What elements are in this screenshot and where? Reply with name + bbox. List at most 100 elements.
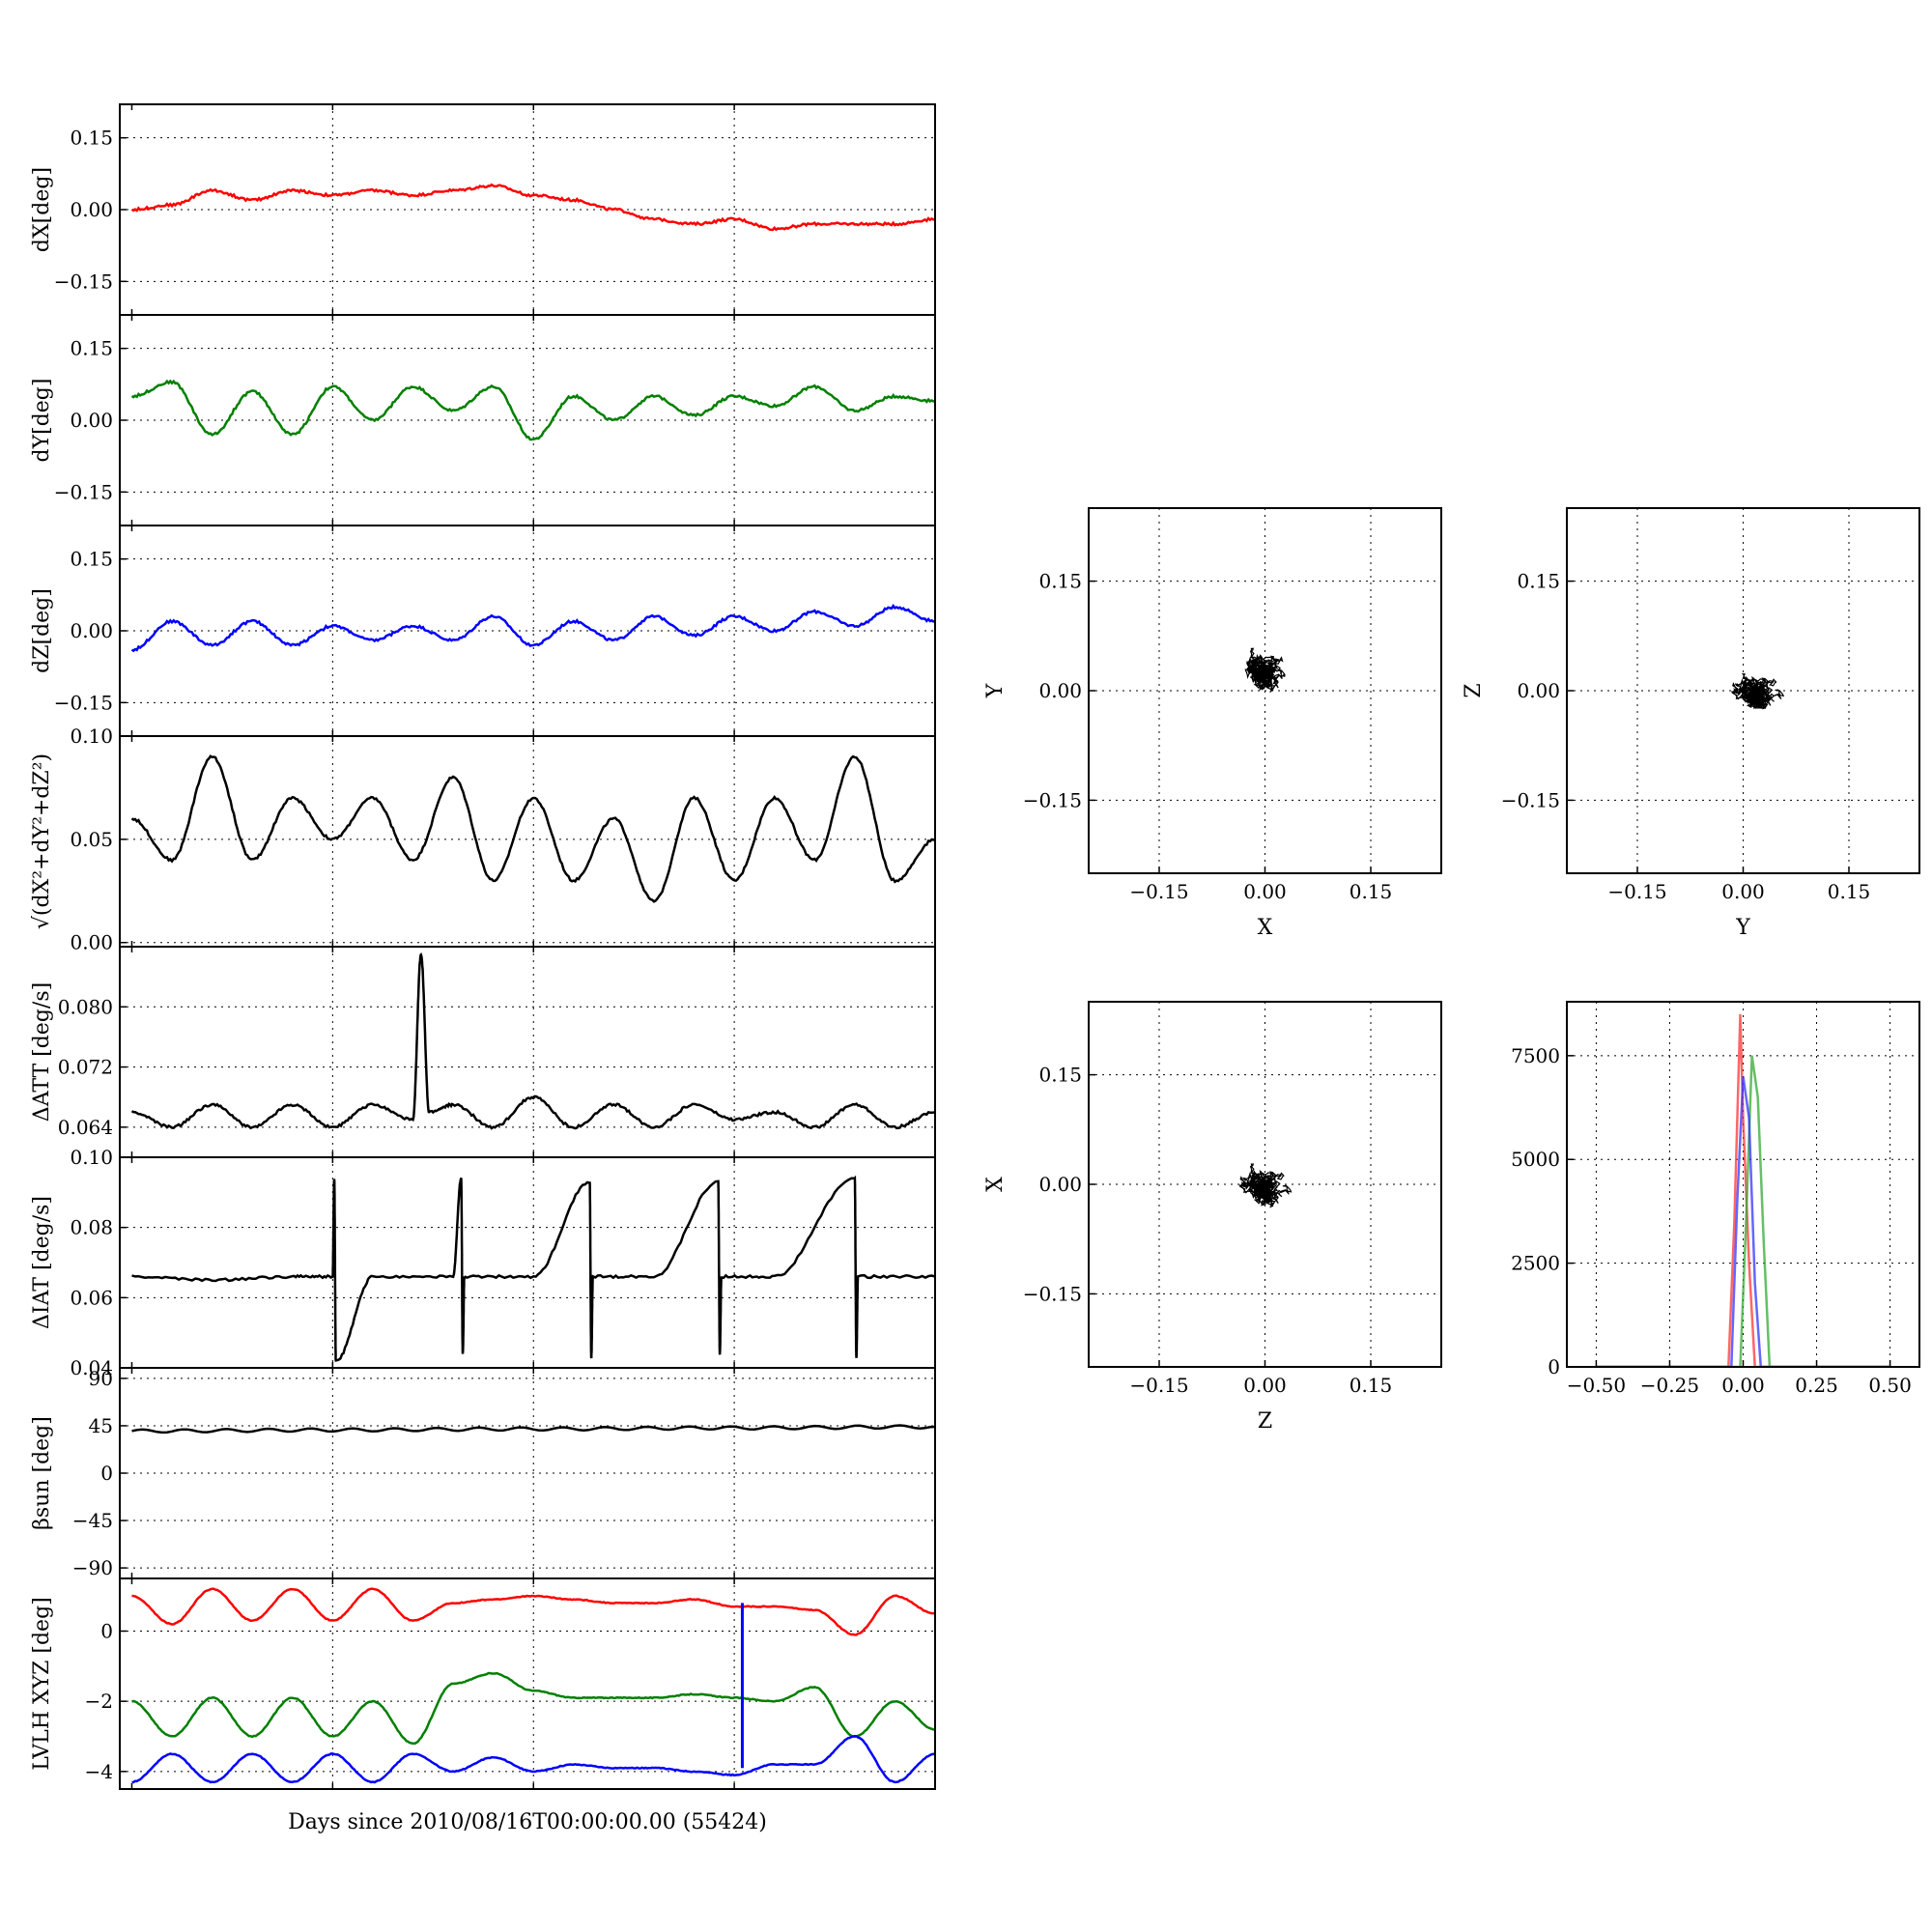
series-line-0 <box>131 1175 935 1362</box>
panels-layer: 0.150.00−0.15dX[deg]0.150.00−0.15dY[deg]… <box>30 103 1920 1790</box>
y-axis-label: LVLH XYZ [deg] <box>30 1597 54 1771</box>
y-tick-label: 0.064 <box>58 1116 113 1139</box>
panel-scatter_yz: 0.15 0.00 −0.15 −0.15 0.00 0.15 Z Y <box>1462 507 1920 940</box>
series-line-0 <box>130 754 935 903</box>
y-tick-label: −2 <box>85 1690 113 1713</box>
y-tick-label: 7500 <box>1511 1044 1560 1067</box>
y-tick-label: 0.00 <box>1517 679 1560 702</box>
series-line-0 <box>130 604 935 653</box>
y-axis-label: Z <box>1462 683 1486 697</box>
y-axis-label: dX[deg] <box>30 167 54 252</box>
y-tick-label: −0.15 <box>54 691 113 714</box>
series-line-0 <box>130 183 935 232</box>
series-line-0 <box>130 952 935 1130</box>
y-tick-label: 0.00 <box>1038 679 1082 702</box>
y-tick-label: 0.15 <box>70 127 113 150</box>
panel-scatter_zx: 0.15 0.00 −0.15 −0.15 0.00 0.15 X Z <box>983 1001 1442 1434</box>
y-tick-label: 0.00 <box>70 931 113 954</box>
x-axis-label: Y <box>1735 916 1750 940</box>
series-line-2 <box>1596 1076 1890 1367</box>
x-tick-label: −0.15 <box>1129 1374 1188 1397</box>
x-axis-label: Z <box>1258 1409 1272 1434</box>
y-tick-label: 0.15 <box>1038 1064 1082 1087</box>
y-axis-label: dY[deg] <box>30 379 54 463</box>
series-line-0 <box>1596 1013 1890 1367</box>
y-tick-label: 0.08 <box>70 1216 113 1239</box>
y-tick-label: 0.15 <box>70 337 113 360</box>
y-tick-label: 0.072 <box>58 1056 113 1079</box>
y-tick-label: −4 <box>85 1760 113 1783</box>
panel-dR: 0.10 0.05 0.00 √(dX²+dY²+dZ²) <box>30 724 936 954</box>
y-tick-label: 0.06 <box>70 1286 113 1309</box>
y-axis-label: Y <box>983 683 1008 698</box>
y-tick-label: 0.10 <box>70 724 113 748</box>
series-line-2 <box>131 1734 935 1784</box>
panel-histogram: 7500 5000 2500 0 −0.50 −0.25 0.00 0.25 0.50 <box>1511 1001 1920 1397</box>
y-tick-label: 45 <box>89 1414 113 1437</box>
series-line-0 <box>130 379 935 441</box>
series-line-1 <box>1596 1055 1890 1367</box>
panel-lvlh: 0 −2 −4 LVLH XYZ [deg] <box>30 1577 936 1790</box>
y-tick-label: 0.15 <box>70 548 113 571</box>
x-axis-label: Days since 2010/08/16T00:00:00.00 (55424… <box>288 1810 767 1834</box>
series-line-1 <box>131 1671 935 1746</box>
y-tick-label: 0 <box>100 1462 113 1485</box>
y-tick-label: −45 <box>72 1509 113 1532</box>
series-line-0 <box>131 1587 935 1636</box>
panel-frame <box>119 1577 936 1790</box>
y-axis-label: dZ[deg] <box>30 588 54 673</box>
panel-beta_sun: 90 45 0 −45 −90 βsun [deg] <box>30 1367 936 1579</box>
x-tick-label: 0.15 <box>1828 880 1871 903</box>
y-axis-label: ΔATT [deg/s] <box>30 982 54 1122</box>
x-tick-label: 0.25 <box>1795 1374 1838 1397</box>
y-tick-label: 0 <box>1548 1355 1560 1378</box>
x-tick-label: −0.50 <box>1567 1374 1626 1397</box>
y-tick-label: 0.00 <box>70 409 113 432</box>
y-axis-label: X <box>983 1177 1008 1192</box>
x-tick-label: −0.25 <box>1640 1374 1699 1397</box>
x-tick-label: −0.15 <box>1607 880 1666 903</box>
y-tick-label: 0.15 <box>1038 570 1082 593</box>
x-tick-label: 0.15 <box>1350 1374 1393 1397</box>
x-tick-label: −0.15 <box>1129 880 1188 903</box>
y-tick-label: 0.080 <box>58 995 113 1018</box>
series-line-0 <box>131 1424 935 1435</box>
x-tick-label: 0.15 <box>1350 880 1393 903</box>
y-tick-label: −0.15 <box>1023 788 1082 811</box>
x-axis-label: X <box>1258 916 1273 940</box>
scatter-trace <box>1244 647 1286 693</box>
y-tick-label: −0.15 <box>54 270 113 293</box>
y-tick-label: −0.15 <box>1023 1282 1082 1305</box>
y-tick-label: 5000 <box>1511 1148 1560 1171</box>
y-tick-label: −90 <box>72 1556 113 1579</box>
scatter-trace <box>1238 1163 1293 1208</box>
x-tick-label: 0.00 <box>1721 880 1765 903</box>
y-tick-label: −0.15 <box>1501 788 1560 811</box>
x-tick-label: 0.00 <box>1721 1374 1765 1397</box>
y-tick-label: 0.04 <box>70 1356 113 1379</box>
y-tick-label: 0.05 <box>70 828 113 851</box>
panel-scatter_xy: 0.15 0.00 −0.15 −0.15 0.00 0.15 Y X <box>983 507 1442 940</box>
y-tick-label: 0.10 <box>70 1146 113 1169</box>
y-tick-label: 0.00 <box>1038 1173 1082 1196</box>
panel-dIAT: 0.10 0.08 0.06 0.04 ΔIAT [deg/s] <box>30 1146 936 1379</box>
x-tick-label: 0.00 <box>1243 1374 1287 1397</box>
y-tick-label: 0.15 <box>1517 570 1560 593</box>
scatter-trace <box>1731 672 1785 710</box>
panel-frame <box>119 1156 936 1369</box>
x-tick-label: 0.50 <box>1868 1374 1912 1397</box>
y-tick-label: 0.00 <box>70 198 113 221</box>
x-tick-label: 0.00 <box>1243 880 1287 903</box>
y-axis-label: √(dX²+dY²+dZ²) <box>30 753 54 929</box>
y-axis-label: βsun [deg] <box>30 1416 54 1530</box>
y-tick-label: −0.15 <box>54 480 113 503</box>
y-tick-label: 0 <box>100 1620 113 1643</box>
y-tick-label: 0.00 <box>70 619 113 642</box>
y-tick-label: 2500 <box>1511 1252 1560 1275</box>
y-tick-label: 90 <box>89 1367 113 1390</box>
